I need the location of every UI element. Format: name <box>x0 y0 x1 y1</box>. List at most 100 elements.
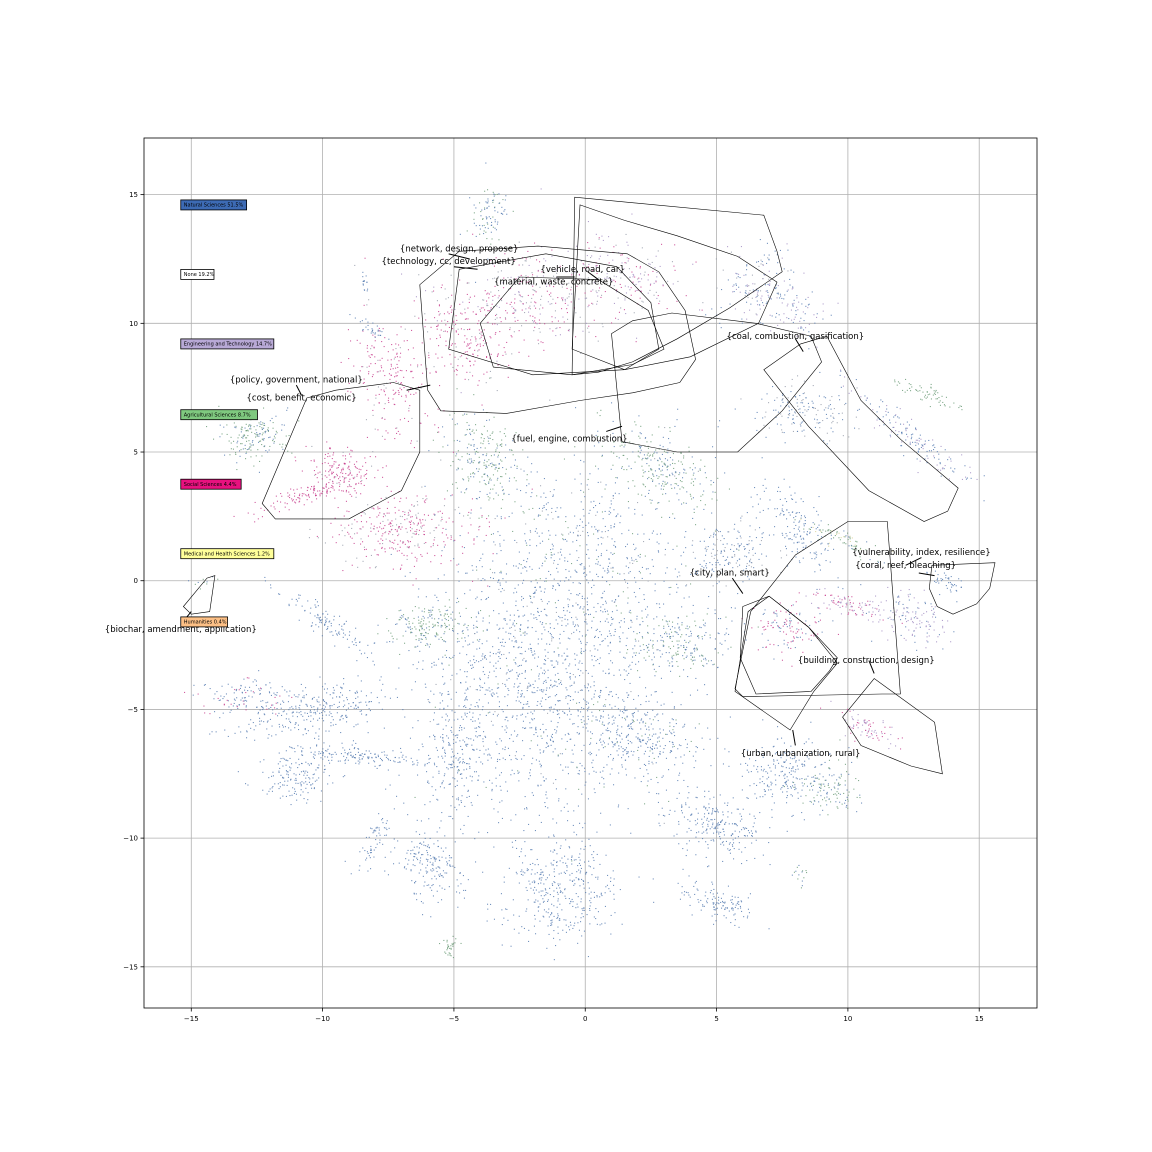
data-point <box>221 433 223 435</box>
data-point <box>930 450 932 452</box>
data-point <box>452 629 454 631</box>
data-point <box>590 731 592 733</box>
data-point <box>937 580 939 582</box>
data-point <box>298 420 300 422</box>
data-point <box>349 461 351 463</box>
data-point <box>483 425 485 427</box>
data-point <box>694 647 696 649</box>
data-point <box>436 300 438 302</box>
data-point <box>718 633 720 635</box>
data-point <box>433 625 435 627</box>
data-point <box>648 470 650 472</box>
data-point <box>559 265 561 267</box>
data-point <box>421 525 423 527</box>
data-point <box>498 613 500 615</box>
data-point <box>469 711 471 713</box>
data-point <box>418 317 420 319</box>
data-point <box>273 506 275 508</box>
data-point <box>571 684 573 686</box>
data-point <box>386 485 388 487</box>
data-point <box>453 742 455 744</box>
data-point <box>522 632 524 634</box>
data-point <box>965 476 967 478</box>
data-point <box>444 544 446 546</box>
data-point <box>498 463 500 465</box>
data-point <box>550 292 552 294</box>
data-point <box>533 614 535 616</box>
data-point <box>669 662 671 664</box>
data-point <box>390 490 392 492</box>
data-point <box>339 480 341 482</box>
data-point <box>437 511 439 513</box>
data-point <box>513 311 515 313</box>
data-point <box>581 597 583 599</box>
data-point <box>255 429 257 431</box>
data-point <box>647 780 649 782</box>
data-point <box>695 261 697 263</box>
data-point <box>919 460 921 462</box>
data-point <box>856 549 858 551</box>
data-point <box>719 642 721 644</box>
data-point <box>356 467 358 469</box>
data-point <box>255 434 257 436</box>
data-point <box>593 445 595 447</box>
data-point <box>504 209 506 211</box>
data-point <box>580 670 582 672</box>
data-point <box>786 644 788 646</box>
data-point <box>362 541 364 543</box>
data-point <box>467 625 469 627</box>
data-point <box>545 778 547 780</box>
data-point <box>478 517 480 519</box>
data-point <box>321 474 323 476</box>
data-point <box>360 515 362 517</box>
data-point <box>515 309 517 311</box>
data-point <box>512 454 514 456</box>
data-point <box>537 735 539 737</box>
data-point <box>416 440 418 442</box>
data-point <box>262 432 264 434</box>
data-point <box>810 639 812 641</box>
data-point <box>803 525 805 527</box>
data-point <box>695 524 697 526</box>
data-point <box>388 397 390 399</box>
data-point <box>250 424 252 426</box>
data-point <box>903 423 905 425</box>
data-point <box>769 280 771 282</box>
data-point <box>815 777 817 779</box>
data-point <box>237 440 239 442</box>
data-point <box>280 493 282 495</box>
data-point <box>933 392 935 394</box>
data-point <box>483 329 485 331</box>
data-point <box>479 638 481 640</box>
data-point <box>614 601 616 603</box>
data-point <box>647 457 649 459</box>
data-point <box>403 387 405 389</box>
data-point <box>425 319 427 321</box>
data-point <box>769 314 771 316</box>
data-point <box>496 193 498 195</box>
data-point <box>807 296 809 298</box>
data-point <box>475 731 477 733</box>
data-point <box>800 535 802 537</box>
data-point <box>839 784 841 786</box>
data-point <box>939 594 941 596</box>
data-point <box>924 396 926 398</box>
data-point <box>902 603 904 605</box>
data-point <box>366 366 368 368</box>
data-point <box>850 544 852 546</box>
data-point <box>826 796 828 798</box>
data-point <box>717 652 719 654</box>
data-point <box>408 521 410 523</box>
data-point <box>608 558 610 560</box>
data-point <box>272 438 274 440</box>
data-point <box>347 486 349 488</box>
data-point <box>498 753 500 755</box>
data-point <box>763 626 765 628</box>
data-point <box>481 209 483 211</box>
data-point <box>322 490 324 492</box>
point-cluster-5 <box>894 378 963 411</box>
data-point <box>500 321 502 323</box>
data-point <box>837 602 839 604</box>
data-point <box>478 380 480 382</box>
data-point <box>757 291 759 293</box>
